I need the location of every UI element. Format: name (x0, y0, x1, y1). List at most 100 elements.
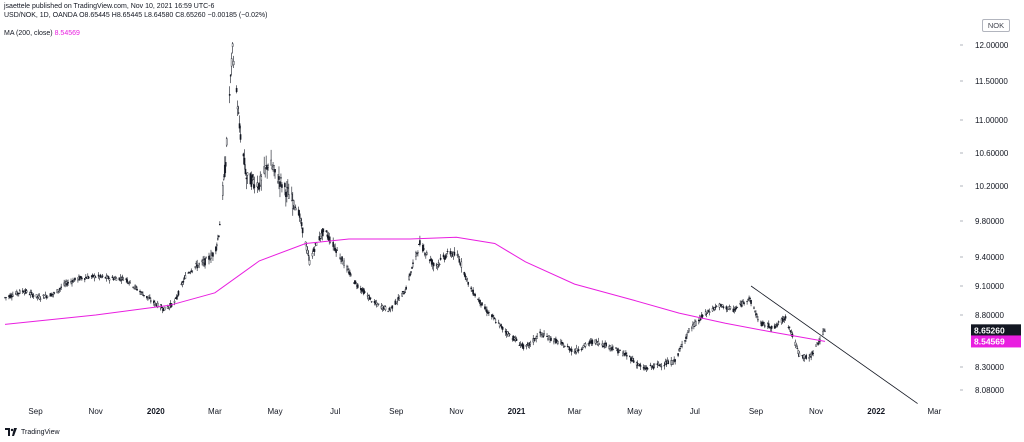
y-axis[interactable]: 12.00000 11.50000 11.00000 10.60000 10.20000… (960, 41, 1009, 395)
x-tick-label: Nov (89, 407, 103, 416)
candle (290, 186, 293, 202)
candle (409, 272, 411, 277)
candle (229, 74, 232, 84)
candle (582, 345, 585, 349)
candle (674, 358, 676, 365)
candle (446, 248, 449, 255)
candle (750, 299, 752, 307)
candle (258, 182, 261, 192)
candle (336, 247, 338, 252)
candle (216, 242, 218, 251)
candle (681, 340, 683, 349)
candle (504, 328, 507, 336)
candle (422, 243, 424, 253)
candle (222, 174, 225, 181)
candle (5, 296, 7, 301)
candle (704, 309, 707, 316)
candle (663, 362, 666, 370)
candle (279, 180, 281, 198)
candle (12, 291, 14, 298)
candle (595, 338, 598, 343)
candle (189, 271, 192, 275)
candle (499, 324, 502, 327)
candle (439, 254, 442, 261)
candle (617, 347, 619, 356)
candle (368, 294, 371, 300)
candle (25, 289, 28, 294)
candle (665, 359, 668, 368)
x-axis[interactable]: Sep Nov 2020 Mar May Jul Sep Nov 2021 Mar May Jul Se… (28, 407, 941, 416)
candle (125, 277, 128, 284)
candle (346, 264, 348, 273)
candle (643, 365, 646, 371)
candle (113, 276, 116, 281)
candle (497, 319, 500, 324)
candle (43, 297, 46, 299)
candle (375, 299, 378, 308)
candle (768, 326, 771, 329)
candle (797, 349, 800, 358)
candle (114, 275, 117, 279)
candle (357, 283, 359, 289)
candle (550, 336, 552, 342)
candle (714, 303, 717, 311)
candle (591, 338, 594, 346)
candle (432, 262, 435, 272)
candle (263, 156, 265, 175)
candle (139, 289, 141, 295)
candle (753, 306, 755, 310)
candle (333, 244, 335, 252)
currency-badge[interactable]: NOK (982, 19, 1010, 32)
x-tick-label: Sep (28, 407, 43, 416)
candle (198, 262, 200, 269)
x-tick-label: Sep (749, 407, 764, 416)
candle (466, 277, 469, 282)
candle (129, 280, 131, 284)
candle (412, 259, 414, 268)
candle (722, 305, 725, 310)
candle (286, 181, 288, 203)
x-tick-label: Jul (330, 407, 340, 416)
y-tick-label: 9.80000 (975, 217, 1004, 226)
candle (492, 313, 494, 318)
candle (708, 308, 711, 316)
candle (224, 156, 227, 174)
candle (734, 306, 737, 313)
candle (736, 306, 739, 309)
candle (223, 156, 226, 178)
candle (762, 320, 764, 327)
candle (755, 310, 757, 318)
candle (195, 260, 197, 267)
candle (515, 336, 518, 342)
y-tick-label: 11.50000 (975, 77, 1008, 86)
candle (426, 250, 428, 256)
candle (651, 365, 654, 369)
candle (747, 298, 749, 301)
candle (783, 316, 786, 323)
candle (176, 294, 179, 300)
ma-legend[interactable]: MA (200, close) 8.54569 (4, 30, 80, 37)
candle (754, 310, 756, 313)
candle (251, 173, 254, 181)
candle (698, 314, 701, 323)
candle (100, 276, 103, 279)
candle (363, 288, 366, 294)
candle (789, 330, 792, 334)
candle (98, 276, 101, 281)
candle (21, 288, 24, 294)
candle (288, 183, 290, 199)
candle (718, 302, 721, 311)
candle (119, 274, 122, 282)
candle (332, 237, 334, 251)
y-tick-label: 12.00000 (975, 41, 1009, 50)
candle (470, 286, 472, 292)
candle (301, 227, 304, 238)
candle (46, 295, 49, 299)
candle (691, 325, 693, 332)
trendline[interactable] (750, 285, 918, 404)
candle (805, 353, 808, 360)
candle (127, 281, 129, 285)
candle (556, 338, 558, 344)
candle (588, 339, 591, 347)
